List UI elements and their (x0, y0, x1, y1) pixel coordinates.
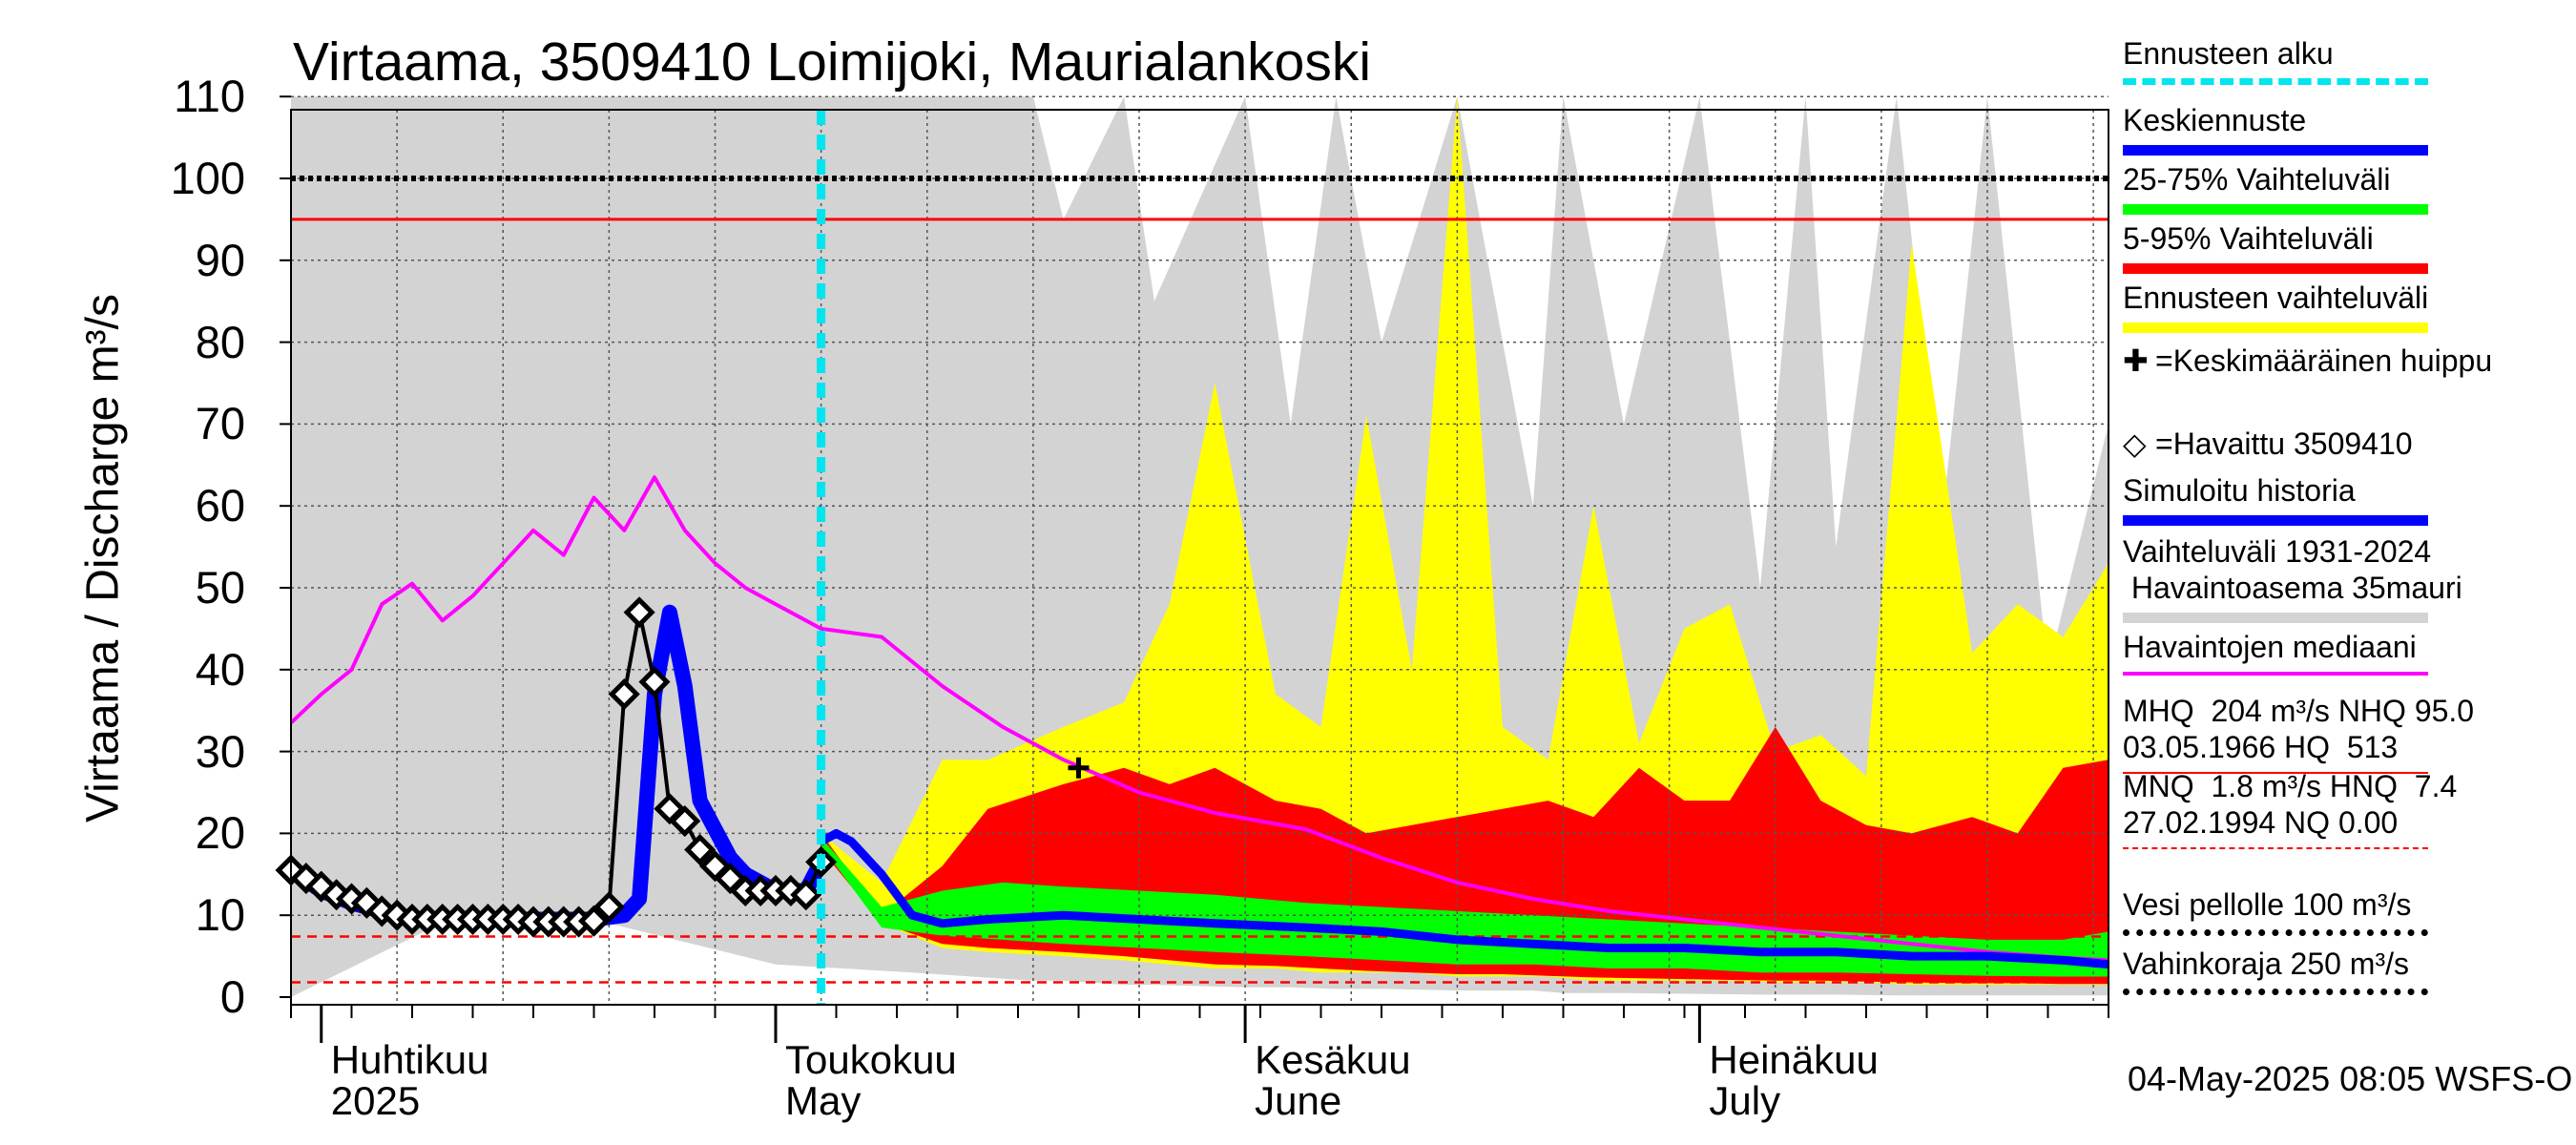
mean-peak-marker (1068, 757, 1090, 779)
x-month-label: Toukokuu (785, 1037, 957, 1082)
diamond-marker-icon: ◇ (2123, 427, 2147, 461)
y-tick-label: 100 (170, 153, 245, 203)
legend-item: Keskiennuste (2123, 103, 2543, 156)
legend-label: Vaihteluväli 1931-2024 Havaintoasema 35m… (2123, 534, 2462, 605)
legend-item: 5-95% Vaihteluväli (2123, 221, 2543, 274)
y-tick-label: 60 (195, 480, 245, 531)
legend-label: Ennusteen alku (2123, 36, 2334, 71)
x-month-label-sub: 2025 (330, 1078, 421, 1123)
legend-swatch (2123, 929, 2428, 936)
legend-swatch (2123, 772, 2428, 774)
legend-item: Vahinkoraja 250 m³/s (2123, 947, 2543, 995)
legend-label: Ennusteen vaihteluväli (2123, 281, 2429, 315)
legend-label: MNQ 1.8 m³/s HNQ 7.4 27.02.1994 NQ 0.00 (2123, 769, 2458, 840)
legend-label: Vesi pellolle 100 m³/s (2123, 887, 2412, 922)
observed-point (608, 678, 640, 711)
legend-label: MHQ 204 m³/s NHQ 95.0 03.05.1966 HQ 513 (2123, 694, 2475, 764)
y-tick-label: 70 (195, 398, 245, 449)
legend-swatch (2123, 204, 2428, 215)
legend-swatch (2123, 323, 2428, 333)
y-tick-label: 110 (174, 71, 245, 122)
x-month-label-sub: July (1709, 1078, 1781, 1123)
plus-marker-icon: ✚ (2123, 344, 2149, 378)
legend-item: Vesi pellolle 100 m³/s (2123, 887, 2543, 936)
legend-swatch (2123, 78, 2428, 85)
observed-point (577, 905, 611, 937)
legend-label-text: =Keskimääräinen huippu (2155, 344, 2493, 378)
legend-label-text: =Havaittu 3509410 (2155, 427, 2413, 461)
legend-swatch (2123, 989, 2428, 995)
legend-label: ✚ =Keskimääräinen huippu (2123, 344, 2543, 380)
y-tick-label: 20 (195, 807, 245, 859)
legend-label: 5-95% Vaihteluväli (2123, 221, 2374, 256)
footer-timestamp: 04-May-2025 08:05 WSFS-O (2128, 1059, 2573, 1098)
legend-label: Simuloitu historia (2123, 473, 2356, 508)
legend-swatch (2123, 263, 2428, 274)
observed-point (592, 891, 625, 924)
x-month-label: Huhtikuu (330, 1037, 489, 1082)
legend-label: Keskiennuste (2123, 103, 2307, 137)
legend-item: 25-75% Vaihteluväli (2123, 162, 2543, 215)
legend-item: Havaintojen mediaani (2123, 630, 2543, 676)
x-month-label: Kesäkuu (1255, 1037, 1411, 1082)
legend-swatch (2123, 515, 2428, 526)
legend-swatch (2123, 145, 2428, 156)
x-month-label-sub: June (1255, 1078, 1342, 1123)
legend-item: Vaihteluväli 1931-2024 Havaintoasema 35m… (2123, 534, 2543, 623)
legend-item: MNQ 1.8 m³/s HNQ 7.4 27.02.1994 NQ 0.00 (2123, 769, 2543, 849)
y-tick-label: 30 (195, 725, 245, 777)
legend-item: Simuloitu historia (2123, 473, 2543, 526)
legend-item: Ennusteen vaihteluväli (2123, 281, 2543, 333)
observed-point (684, 834, 717, 866)
observed-point (669, 804, 701, 838)
x-month-label: Heinäkuu (1709, 1037, 1879, 1082)
y-tick-label: 40 (195, 643, 245, 695)
median-line (289, 475, 2109, 963)
observed-point (638, 666, 671, 698)
legend-label: 25-75% Vaihteluväli (2123, 162, 2391, 197)
legend-item: MHQ 204 m³/s NHQ 95.0 03.05.1966 HQ 513 (2123, 694, 2543, 774)
legend-item: ◇ =Havaittu 3509410 (2123, 427, 2543, 463)
y-tick-label: 50 (195, 562, 245, 613)
chart-title: Virtaama, 3509410 Loimijoki, Maurialanko… (293, 31, 1372, 93)
legend-swatch (2123, 613, 2428, 623)
y-tick-label: 90 (195, 234, 245, 285)
observed-point (790, 879, 822, 911)
x-month-label-sub: May (785, 1078, 862, 1123)
forecast-mean-line (819, 828, 2109, 969)
legend-label: Vahinkoraja 250 m³/s (2123, 947, 2409, 981)
legend-item: ✚ =Keskimääräinen huippu (2123, 344, 2543, 380)
y-tick-label: 80 (195, 316, 245, 367)
y-tick-label: 0 (219, 971, 245, 1022)
forecast-25-75-band (821, 837, 2109, 977)
y-tick-label: 10 (195, 889, 245, 941)
legend-item: Ennusteen alku (2123, 36, 2543, 85)
observed-point (623, 596, 655, 629)
legend-label: Havaintojen mediaani (2123, 630, 2417, 664)
legend-swatch (2123, 847, 2428, 849)
legend-swatch (2123, 672, 2428, 676)
legend-label: ◇ =Havaittu 3509410 (2123, 427, 2543, 463)
